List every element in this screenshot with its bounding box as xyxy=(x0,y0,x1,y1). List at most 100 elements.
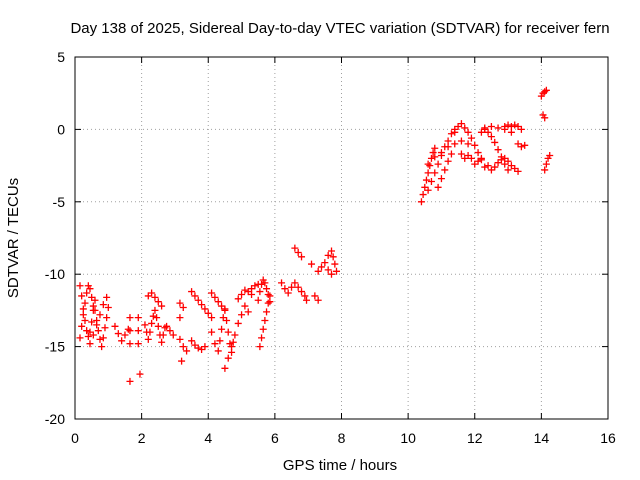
data-point xyxy=(176,335,184,343)
data-point xyxy=(437,175,445,183)
data-point xyxy=(441,166,449,174)
data-point xyxy=(266,292,274,300)
data-point xyxy=(89,331,97,339)
data-point xyxy=(176,299,184,307)
data-point xyxy=(234,295,242,303)
data-point xyxy=(471,141,479,149)
data-point xyxy=(229,338,237,346)
data-point xyxy=(183,347,191,355)
data-point xyxy=(331,260,339,268)
data-point xyxy=(149,312,157,320)
data-point xyxy=(314,267,322,275)
data-point xyxy=(491,138,499,146)
data-point xyxy=(154,322,162,330)
data-point xyxy=(124,325,132,333)
data-point xyxy=(491,163,499,171)
data-point xyxy=(91,306,99,314)
data-point xyxy=(179,304,187,312)
data-point xyxy=(464,128,472,136)
data-point xyxy=(424,169,432,177)
data-point xyxy=(221,306,229,314)
data-point xyxy=(263,285,271,293)
data-point xyxy=(96,311,104,319)
y-tick-label: 0 xyxy=(57,121,65,137)
data-point xyxy=(228,343,236,351)
data-point xyxy=(208,328,216,336)
data-point xyxy=(241,302,249,310)
data-point xyxy=(251,282,259,290)
data-point xyxy=(431,144,439,152)
data-point xyxy=(208,289,216,297)
data-point xyxy=(244,308,252,316)
data-point xyxy=(258,334,266,342)
data-point xyxy=(318,263,326,271)
data-point xyxy=(154,298,162,306)
data-point xyxy=(134,340,142,348)
data-point xyxy=(158,302,166,310)
y-tick-label: -5 xyxy=(53,194,66,210)
data-point xyxy=(464,140,472,148)
data-point xyxy=(201,343,209,351)
data-point xyxy=(163,322,171,330)
data-point xyxy=(234,319,242,327)
data-point xyxy=(204,309,212,317)
data-point xyxy=(427,154,435,162)
y-tick-label: 5 xyxy=(57,49,65,65)
data-point xyxy=(151,306,159,314)
data-point xyxy=(284,289,292,297)
data-point xyxy=(264,299,272,307)
data-point xyxy=(461,124,469,132)
data-point xyxy=(96,335,104,343)
data-point xyxy=(424,186,432,194)
data-point xyxy=(166,327,174,335)
x-tick-label: 12 xyxy=(467,430,483,446)
data-point xyxy=(241,286,249,294)
x-tick-label: 8 xyxy=(338,430,346,446)
data-point xyxy=(429,149,437,157)
data-point xyxy=(176,314,184,322)
data-point xyxy=(194,344,202,352)
data-point xyxy=(114,330,122,338)
data-point xyxy=(83,327,91,335)
x-tick-label: 14 xyxy=(534,430,550,446)
data-point xyxy=(333,267,341,275)
data-point xyxy=(121,331,129,339)
data-point xyxy=(311,292,319,300)
data-point xyxy=(214,298,222,306)
data-point xyxy=(288,283,296,291)
data-point xyxy=(457,137,465,145)
data-point xyxy=(224,328,232,336)
data-point xyxy=(141,321,149,329)
plot-frame xyxy=(74,56,609,420)
data-point xyxy=(427,178,435,186)
data-point xyxy=(76,334,84,342)
data-point xyxy=(118,337,126,345)
data-point xyxy=(484,162,492,170)
data-point xyxy=(298,253,306,261)
data-point xyxy=(447,150,455,158)
data-point xyxy=(328,270,336,278)
data-point xyxy=(211,340,219,348)
data-point xyxy=(126,340,134,348)
data-point xyxy=(422,176,430,184)
data-point xyxy=(303,296,311,304)
data-point xyxy=(99,301,107,309)
data-point xyxy=(224,354,232,362)
data-point xyxy=(136,370,144,378)
data-point xyxy=(301,292,309,300)
data-point xyxy=(144,335,152,343)
data-point xyxy=(431,153,439,161)
x-tick-label: 6 xyxy=(271,430,279,446)
data-point xyxy=(231,331,239,339)
data-point xyxy=(99,334,107,342)
data-point xyxy=(417,198,425,206)
data-point xyxy=(314,296,322,304)
data-point xyxy=(507,128,515,136)
data-point xyxy=(216,337,224,345)
data-point xyxy=(79,311,87,319)
data-point xyxy=(188,288,196,296)
data-point xyxy=(437,149,445,157)
data-point xyxy=(451,140,459,148)
data-points xyxy=(76,86,554,385)
data-point xyxy=(158,338,166,346)
